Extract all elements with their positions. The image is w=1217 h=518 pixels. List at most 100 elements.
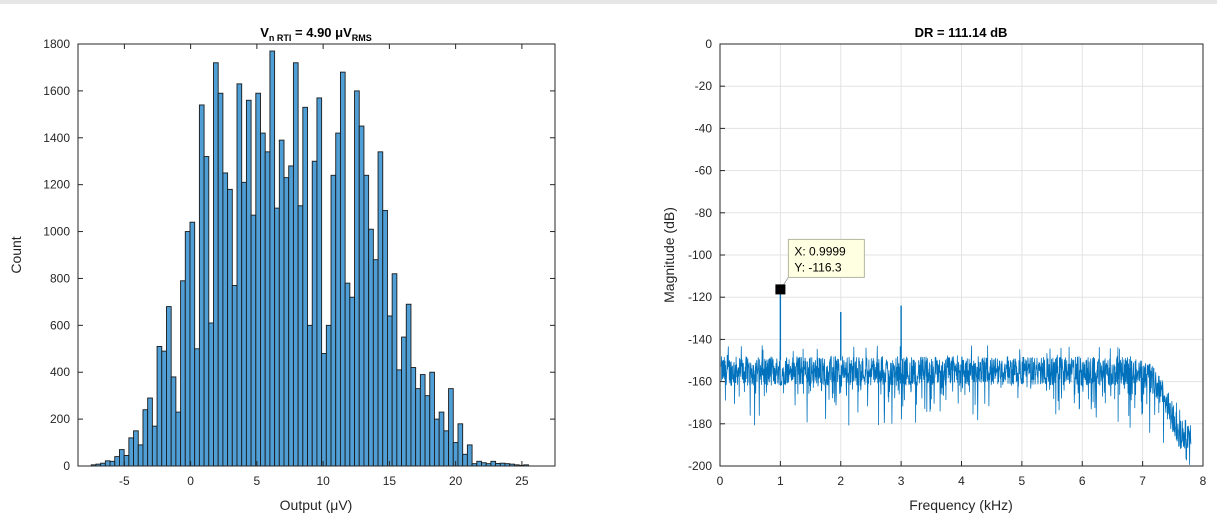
spectrum-y-tick-label: -160: [688, 375, 712, 389]
histogram-y-tick-label: 0: [63, 459, 70, 473]
histogram-bar: [270, 51, 275, 466]
histogram-bar: [246, 100, 251, 466]
datatip-marker[interactable]: [775, 284, 785, 294]
histogram-bar: [355, 91, 360, 466]
histogram-y-tick-label: 1200: [43, 178, 70, 192]
histogram-bar: [406, 304, 411, 466]
spectrum-y-tick-label: 0: [705, 37, 712, 51]
histogram-bar: [308, 325, 313, 466]
histogram-bar: [279, 140, 284, 466]
histogram-bar: [430, 372, 435, 466]
histogram-x-tick-label: -5: [119, 474, 130, 488]
histogram-bar: [265, 152, 270, 466]
spectrum-x-tick-label: 5: [1019, 474, 1026, 488]
histogram-bar: [322, 353, 327, 466]
histogram-y-tick-label: 400: [50, 365, 70, 379]
histogram-bar: [491, 461, 496, 466]
spectrum-y-tick-label: -20: [695, 79, 713, 93]
spectrum-y-tick-label: -100: [688, 248, 712, 262]
histogram-y-tick-label: 800: [50, 271, 70, 285]
histogram-bar: [199, 105, 204, 466]
histogram-x-tick-label: 5: [254, 474, 261, 488]
spectrum-x-tick-label: 3: [898, 474, 905, 488]
spectrum-x-tick-label: 6: [1079, 474, 1086, 488]
histogram-bar: [392, 274, 397, 466]
spectrum-x-tick-label: 4: [958, 474, 965, 488]
histogram-x-tick-label: 25: [515, 474, 529, 488]
spectrum-x-tick-label: 7: [1139, 474, 1146, 488]
histogram-bar: [162, 351, 167, 466]
histogram-bar: [312, 161, 317, 466]
histogram-bar: [213, 63, 218, 466]
title-sub-nrti: n RTI: [269, 33, 292, 43]
histogram-bar: [345, 283, 350, 466]
spectrum-y-tick-label: -60: [695, 164, 713, 178]
histogram-x-tick-label: 10: [316, 474, 330, 488]
histogram-y-tick-label: 1400: [43, 131, 70, 145]
histogram-bar: [275, 208, 280, 466]
histogram-bar: [303, 107, 308, 466]
histogram-bar: [411, 368, 416, 466]
spectrum-y-label: Magnitude (dB): [661, 207, 677, 303]
histogram-bar: [373, 260, 378, 466]
histogram-bar: [152, 426, 157, 466]
histogram-bar: [326, 325, 331, 466]
histogram-bar: [298, 206, 303, 466]
histogram-bar: [195, 349, 200, 466]
histogram-bar: [434, 419, 439, 466]
spectrum-y-tick-label: -140: [688, 332, 712, 346]
spectrum-y-tick-label: -200: [688, 459, 712, 473]
histogram-bar: [331, 175, 336, 466]
histogram-bar: [204, 157, 209, 466]
spectrum-x-tick-label: 0: [717, 474, 724, 488]
spectrum-chart: 0 -20 -40 -60 -80 -100 -120 -140 -160 -180 -200 0 1…: [661, 25, 1207, 513]
histogram-y-tick-label: 1000: [43, 225, 70, 239]
spectrum-x-tick-label: 1: [777, 474, 784, 488]
spectrum-x-tick-label: 2: [837, 474, 844, 488]
spectrum-x-tick-label: 8: [1200, 474, 1207, 488]
histogram-bar: [444, 431, 449, 466]
histogram-bar: [293, 63, 298, 466]
histogram-bar: [467, 445, 472, 466]
histogram-bar: [449, 389, 454, 466]
histogram-bar: [181, 281, 186, 466]
histogram-bar: [157, 346, 162, 466]
histogram-x-tick-label: 0: [187, 474, 194, 488]
histogram-bar: [364, 175, 369, 466]
histogram-x-tick-label: 20: [449, 474, 463, 488]
histogram-x-label: Output (μV): [280, 497, 353, 513]
histogram-bar: [463, 454, 468, 466]
histogram-bar: [261, 133, 266, 466]
histogram-bar: [223, 173, 228, 466]
histogram-y-tick-label: 1800: [43, 37, 70, 51]
datatip-y-text: Y: -116.3: [794, 260, 841, 274]
histogram-bar: [110, 461, 115, 466]
spectrum-y-tick-label: -80: [695, 206, 713, 220]
histogram-bar: [350, 297, 355, 466]
histogram-bar: [218, 93, 223, 466]
histogram-bar: [439, 412, 444, 466]
histogram-y-tick-label: 600: [50, 318, 70, 332]
histogram-bar: [138, 445, 143, 466]
histogram-bar: [256, 93, 261, 466]
histogram-y-tick-label: 1600: [43, 84, 70, 98]
histogram-bar: [420, 375, 425, 466]
histogram-bar: [397, 370, 402, 466]
histogram-bar: [251, 215, 256, 466]
histogram-bar: [458, 424, 463, 466]
histogram-bar: [129, 438, 134, 466]
datatip-x-text: X: 0.9999: [794, 244, 846, 258]
spectrum-x-label: Frequency (kHz): [909, 497, 1012, 513]
histogram-bar: [416, 389, 421, 466]
histogram-chart: 020040060080010001200140016001800 -5 0 5 10…: [8, 25, 555, 513]
spectrum-y-ticks: 0 -20 -40 -60 -80 -100 -120 -140 -160 -180 -200: [688, 37, 725, 473]
histogram-bar: [209, 323, 214, 466]
histogram-bar: [115, 457, 120, 466]
spectrum-y-tick-label: -120: [688, 290, 712, 304]
histogram-bar: [143, 410, 148, 466]
spectrum-y-tick-label: -40: [695, 121, 713, 135]
histogram-bar: [317, 98, 322, 466]
histogram-bar: [190, 222, 195, 466]
histogram-bar: [340, 72, 345, 466]
